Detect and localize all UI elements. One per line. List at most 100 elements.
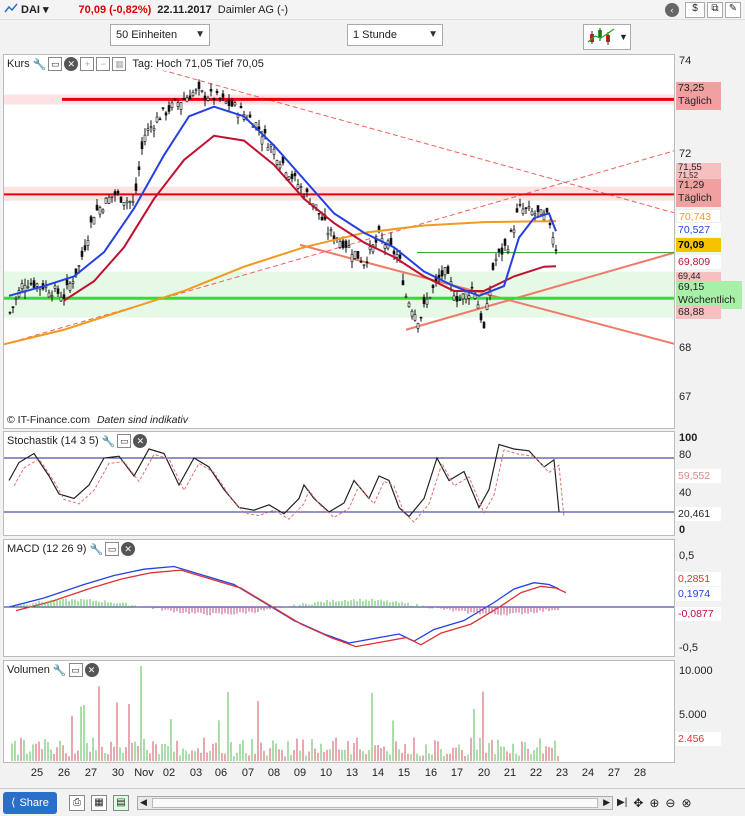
candle-body	[179, 102, 183, 110]
copyright-note: © IT-Finance.com Daten sind indikativ	[7, 414, 188, 426]
candle-body	[293, 173, 297, 177]
collapse-button[interactable]: ‹	[665, 3, 679, 17]
candle-body	[14, 297, 18, 300]
candle-body	[65, 279, 69, 286]
tag-label: Täglich	[678, 95, 712, 107]
candle-body	[71, 281, 75, 284]
wrench-icon[interactable]: 🔧	[101, 435, 116, 448]
zoom-out-icon[interactable]: ⊖	[665, 795, 676, 810]
close-icon[interactable]: ✕	[84, 663, 99, 677]
trendline-dashed	[153, 67, 674, 214]
maximize-icon[interactable]: ▭	[68, 663, 83, 677]
dollar-icon[interactable]: $	[685, 2, 705, 18]
volume-panel[interactable]: Volumen 🔧 ▭ ✕	[3, 660, 675, 763]
axis-tick: 10.000	[679, 665, 713, 677]
wrench-icon[interactable]: 🔧	[52, 664, 67, 677]
candle-body	[125, 200, 129, 204]
price-change: 70,09 (-0,82%)	[78, 3, 152, 16]
tag-value: 71,29	[678, 179, 705, 191]
zoom-reset-icon[interactable]: ⊗	[681, 795, 692, 810]
x-axis-label: 08	[267, 767, 281, 779]
remove-icon[interactable]: −	[96, 57, 111, 71]
macd-panel[interactable]: MACD (12 26 9) 🔧 ▭ ✕	[3, 539, 675, 657]
x-axis-label: 02	[162, 767, 176, 779]
candle-body	[203, 95, 207, 100]
candle-body	[344, 240, 348, 248]
open-window-icon[interactable]: ⧉	[707, 2, 723, 18]
units-value: 50 Einheiten	[116, 29, 178, 41]
maximize-icon[interactable]: ▭	[105, 542, 120, 556]
candle-body	[359, 260, 363, 263]
scroll-left-icon[interactable]: ◀	[140, 796, 147, 807]
image-icon[interactable]: ▦	[112, 57, 127, 71]
candle-body	[200, 90, 204, 92]
candle-body	[257, 126, 261, 130]
candle-body	[197, 81, 201, 89]
candle-body	[338, 241, 342, 248]
candle-body	[77, 265, 81, 267]
candle-body	[56, 288, 60, 294]
candle-body	[98, 207, 102, 215]
candle-body	[326, 232, 330, 236]
zoom-in-icon[interactable]: ⊕	[649, 795, 660, 810]
candle-body	[104, 197, 108, 204]
interval-select[interactable]: 1 Stunde ▼	[347, 24, 443, 46]
trendline-solid	[299, 243, 674, 345]
candle-body	[26, 286, 30, 289]
panel-title: MACD (12 26 9)	[7, 543, 87, 555]
edit-icon[interactable]: ✎	[725, 2, 741, 18]
candle-body	[455, 296, 459, 302]
units-select[interactable]: 50 Einheiten ▼	[110, 24, 210, 46]
candle-body	[539, 209, 543, 215]
candle-body	[416, 323, 420, 329]
price-chart-panel[interactable]: Kurs 🔧 ▭ ✕ + − ▦ Tag: Hoch 71,05 Tief 70…	[3, 54, 675, 429]
close-icon[interactable]: ✕	[64, 57, 79, 71]
wrench-icon[interactable]: 🔧	[32, 58, 47, 71]
candle-body	[467, 295, 471, 299]
share-label: Share	[19, 796, 49, 809]
candle-body	[206, 97, 210, 101]
candle-body	[422, 296, 426, 305]
support-zone	[4, 271, 674, 318]
candle-body	[89, 216, 93, 223]
candle-body	[383, 244, 387, 249]
maximize-icon[interactable]: ▭	[48, 57, 63, 71]
axis-tick: 100	[679, 432, 698, 444]
symbol-dropdown[interactable]: DAI ▾	[21, 4, 49, 16]
grid-icon[interactable]: ▦	[91, 794, 107, 811]
print-icon[interactable]: ⎙	[69, 794, 85, 811]
chart-type-button[interactable]: ▼	[583, 24, 631, 50]
candle-body	[188, 95, 192, 100]
x-axis-label: 20	[477, 767, 491, 779]
candle-body	[170, 102, 174, 108]
candle-body	[296, 184, 300, 189]
close-icon[interactable]: ✕	[133, 434, 148, 448]
zoom-pan-icon[interactable]: ✥	[633, 795, 644, 810]
chart-settings-icon[interactable]: ▤	[113, 794, 129, 811]
x-axis-label: 10	[319, 767, 333, 779]
x-axis-label: 22	[529, 767, 543, 779]
share-button[interactable]: ⟨ Share	[3, 791, 57, 814]
candle-body	[509, 229, 513, 232]
daily-mid-tag: 71,29 Täglich	[676, 179, 721, 207]
close-icon[interactable]: ✕	[121, 542, 136, 556]
scroll-thumb[interactable]	[152, 797, 598, 808]
stoch-d-line	[13, 449, 565, 523]
jump-end-icon[interactable]: ▶|	[617, 797, 628, 808]
candle-body	[119, 196, 123, 203]
horizontal-scrollbar[interactable]: ◀ ▶	[137, 795, 613, 810]
axis-tick: 72	[679, 148, 692, 160]
scroll-right-icon[interactable]: ▶	[603, 796, 610, 807]
candle-body	[278, 164, 282, 169]
axis-tick: -0,5	[679, 642, 698, 654]
candle-body	[515, 208, 519, 213]
candle-body	[536, 205, 540, 213]
add-icon[interactable]: +	[80, 57, 95, 71]
maximize-icon[interactable]: ▭	[117, 434, 132, 448]
macd-tag-b: 0,1974	[676, 587, 721, 601]
stochastic-panel[interactable]: Stochastik (14 3 5) 🔧 ▭ ✕	[3, 431, 675, 536]
candle-body	[62, 294, 66, 299]
candle-body	[260, 136, 264, 145]
wrench-icon[interactable]: 🔧	[89, 543, 104, 556]
candle-body	[431, 285, 435, 288]
